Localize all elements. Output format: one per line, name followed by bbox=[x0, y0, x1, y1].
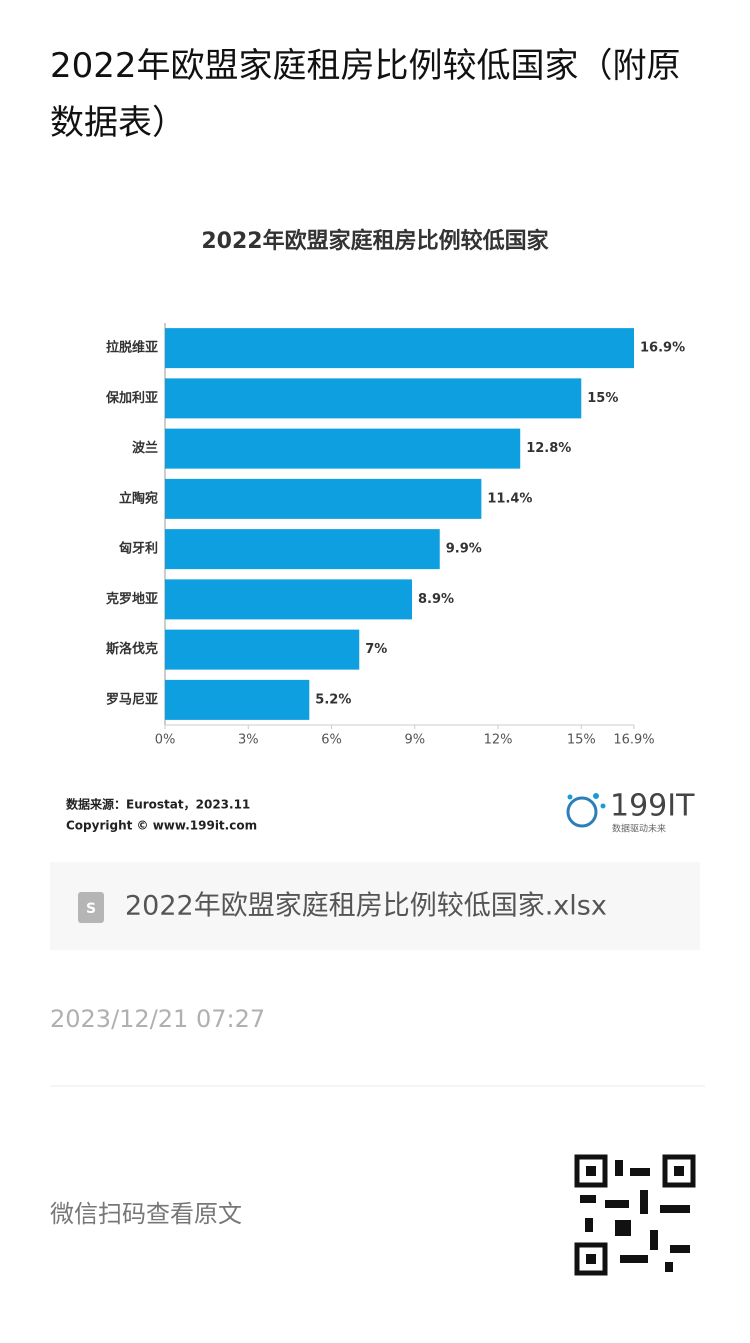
qr-module bbox=[586, 1254, 596, 1264]
qr-module bbox=[630, 1168, 650, 1176]
bar bbox=[165, 428, 521, 469]
value-label: 15% bbox=[587, 391, 618, 406]
qr-finder bbox=[574, 1242, 608, 1276]
bar bbox=[165, 679, 310, 720]
logo-ring bbox=[566, 796, 598, 828]
y-tick-label: 罗马尼亚 bbox=[106, 692, 158, 707]
qr-module bbox=[620, 1255, 648, 1263]
qr-finder bbox=[662, 1154, 696, 1188]
bar bbox=[165, 478, 482, 519]
x-tick-label: 15% bbox=[567, 733, 596, 748]
article-title: 2022年欧盟家庭租房比例较低国家（附原数据表） bbox=[50, 46, 681, 143]
value-label: 11.4% bbox=[487, 491, 532, 506]
bar bbox=[165, 328, 634, 369]
bar bbox=[165, 629, 360, 670]
x-tick-label: 9% bbox=[404, 733, 425, 748]
value-label: 5.2% bbox=[315, 692, 351, 707]
logo-dot bbox=[600, 803, 606, 809]
y-tick-label: 立陶宛 bbox=[119, 490, 158, 506]
x-tick-label: 12% bbox=[484, 733, 513, 748]
attachment-card[interactable] bbox=[50, 862, 700, 950]
logo-mark bbox=[566, 793, 606, 828]
qr-module bbox=[670, 1245, 690, 1253]
bar bbox=[165, 529, 440, 570]
qr-module bbox=[640, 1190, 648, 1214]
publish-date: 2023/12/21 07:27 bbox=[50, 1005, 265, 1033]
bar bbox=[165, 579, 412, 620]
y-tick-label: 斯洛伐克 bbox=[106, 641, 158, 657]
value-label: 12.8% bbox=[526, 441, 571, 456]
qr-module bbox=[615, 1160, 623, 1176]
qr-module bbox=[585, 1218, 593, 1232]
y-tick-label: 波兰 bbox=[132, 440, 158, 456]
qr-module bbox=[615, 1220, 631, 1236]
y-tick-label: 保加利亚 bbox=[105, 390, 158, 406]
logo-dot bbox=[593, 793, 599, 799]
qr-module bbox=[674, 1166, 684, 1176]
file-icon-glyph: S bbox=[86, 901, 96, 917]
attachment-name[interactable]: 2022年欧盟家庭租房比例较低国家.xlsx bbox=[125, 891, 607, 922]
qr-code[interactable] bbox=[574, 1154, 696, 1276]
x-tick-label: 6% bbox=[321, 733, 342, 748]
y-tick-label: 匈牙利 bbox=[119, 541, 158, 557]
qr-module bbox=[586, 1166, 596, 1176]
x-tick-label: 3% bbox=[238, 733, 259, 748]
chart-source: 数据来源：Eurostat，2023.11 bbox=[66, 797, 250, 812]
logo-slogan: 数据驱动未来 bbox=[612, 823, 666, 835]
value-label: 7% bbox=[365, 642, 387, 657]
qr-caption: 微信扫码查看原文 bbox=[50, 1200, 242, 1228]
qr-module bbox=[580, 1195, 596, 1203]
value-label: 9.9% bbox=[446, 542, 482, 557]
qr-module bbox=[660, 1205, 690, 1213]
bar bbox=[165, 378, 582, 419]
qr-module bbox=[650, 1230, 658, 1250]
y-tick-label: 拉脱维亚 bbox=[106, 340, 158, 356]
y-tick-label: 克罗地亚 bbox=[106, 591, 158, 607]
x-tick-label: 16.9% bbox=[613, 733, 654, 748]
value-label: 16.9% bbox=[640, 341, 685, 356]
logo-text: 199IT bbox=[610, 789, 695, 824]
logo-dot bbox=[567, 794, 573, 800]
chart-copyright: Copyright © www.199it.com bbox=[66, 819, 257, 833]
file-icon bbox=[78, 892, 104, 923]
chart-title: 2022年欧盟家庭租房比例较低国家 bbox=[201, 228, 549, 254]
x-tick-label: 0% bbox=[155, 733, 176, 748]
value-label: 8.9% bbox=[418, 592, 454, 607]
qr-finder bbox=[574, 1154, 608, 1188]
qr-module bbox=[605, 1200, 629, 1208]
qr-module bbox=[665, 1262, 673, 1272]
